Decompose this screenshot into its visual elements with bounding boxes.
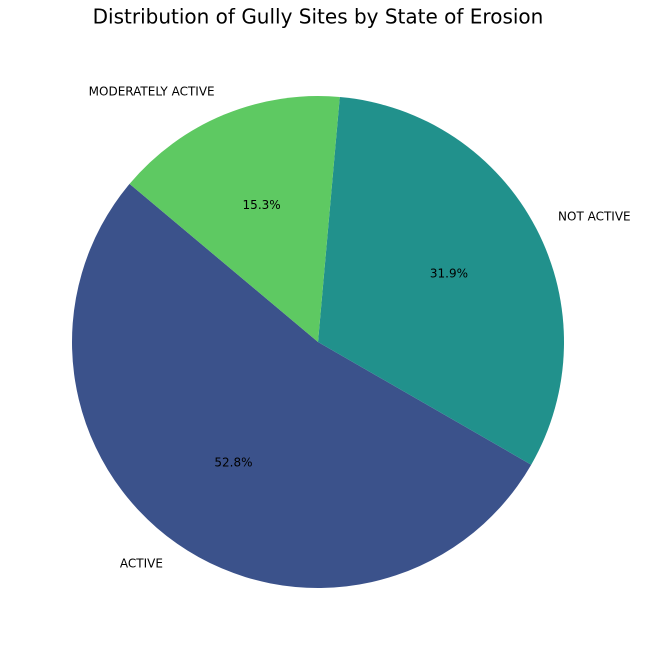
pie-wedge: [72, 183, 532, 588]
pie-wedge: [129, 96, 340, 343]
wedge-label: ACTIVE: [120, 556, 163, 570]
value-label: 31.9%: [430, 266, 468, 280]
pie-wedge: [318, 96, 565, 465]
chart-title: Distribution of Gully Sites by State of …: [93, 5, 544, 29]
wedge-label: MODERATELY ACTIVE: [89, 84, 215, 98]
value-label: 52.8%: [214, 455, 252, 469]
value-label: 15.3%: [243, 198, 281, 212]
wedge-label: NOT ACTIVE: [558, 210, 631, 224]
